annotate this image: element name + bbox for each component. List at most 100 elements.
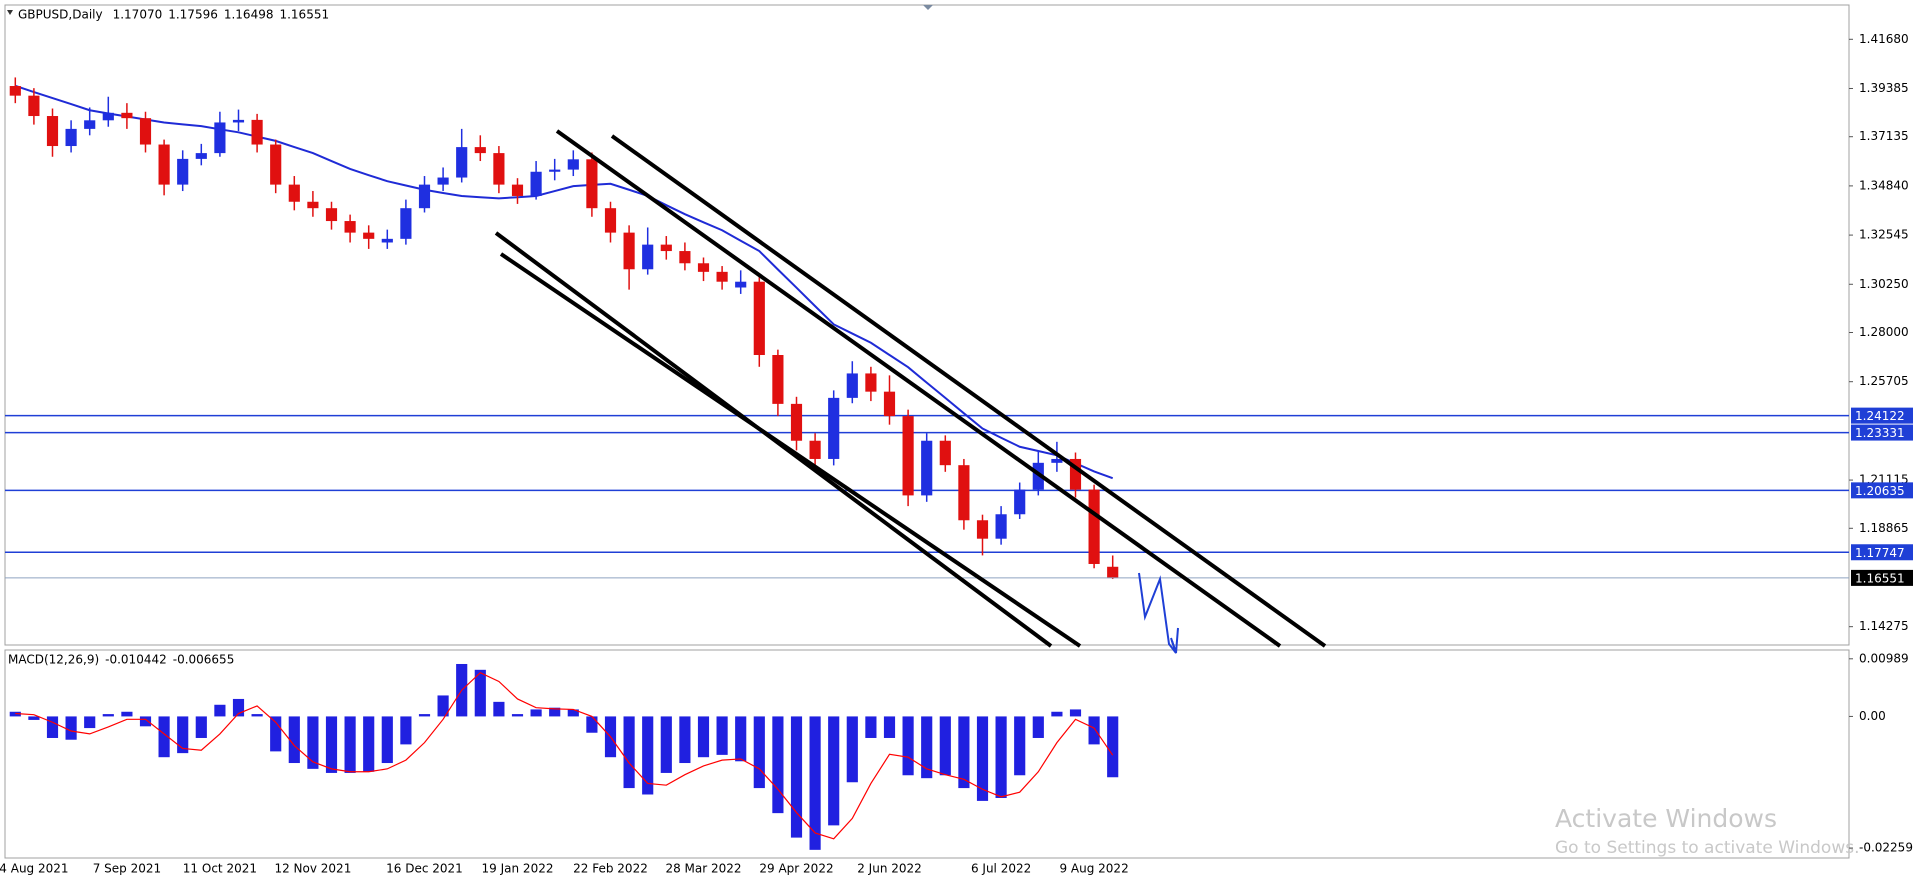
macd-bar [418, 714, 431, 717]
macd-bar [679, 716, 691, 764]
candle-body [511, 184, 524, 196]
candle-body [976, 520, 989, 539]
macd-bar [642, 716, 654, 795]
candle-body [84, 120, 96, 129]
candle-body [232, 119, 245, 123]
channel-line [555, 129, 1282, 648]
candle-body [846, 373, 858, 398]
macd-bar [28, 716, 40, 720]
menu-triangle[interactable] [7, 10, 13, 15]
date-label: 11 Oct 2021 [183, 862, 257, 876]
level-label: 1.24122 [1855, 409, 1905, 423]
macd-bar [1107, 716, 1119, 778]
candle-body [400, 208, 412, 239]
macd-bar [288, 716, 300, 764]
y-tick-label: 1.30250 [1859, 277, 1909, 291]
macd-bar [623, 716, 635, 789]
candle-body [883, 391, 896, 417]
candle-body [474, 147, 486, 154]
ohlc-value: 1.17070 [113, 8, 163, 22]
last-price-label: 1.16551 [1855, 571, 1905, 585]
macd-bar [511, 714, 524, 717]
candle-body [679, 251, 691, 264]
candle-body [65, 128, 77, 147]
date-label: 9 Aug 2022 [1059, 862, 1128, 876]
macd-pane-border [4, 649, 1850, 859]
macd-value: -0.010442 [105, 653, 167, 667]
candle-body [716, 271, 728, 282]
candle-body [418, 184, 431, 209]
macd-bar [121, 711, 133, 717]
candle-body [660, 244, 672, 252]
macd-bar [493, 701, 505, 717]
y-tick-label: 1.28000 [1859, 325, 1909, 339]
macd-bar [1014, 716, 1026, 776]
candle-body [121, 112, 133, 119]
date-label: 12 Nov 2021 [274, 862, 351, 876]
level-label-box [1851, 424, 1913, 441]
y-tick-label: 0.00 [1859, 709, 1886, 723]
macd-bar [1032, 716, 1044, 738]
macd-bar [437, 695, 449, 717]
macd-bar [102, 714, 114, 717]
candle-body [939, 440, 951, 466]
candle-body [195, 153, 207, 159]
channel-line [499, 252, 1082, 648]
macd-bar [177, 716, 189, 754]
candle-body [9, 86, 21, 96]
macd-bar [46, 716, 59, 738]
macd-bar [902, 716, 914, 776]
y-tick-label: -0.02259 [1859, 841, 1913, 855]
date-label: 4 Aug 2021 [0, 862, 69, 876]
macd-bar [716, 716, 728, 755]
macd-bar [381, 716, 393, 764]
shift-marker[interactable] [923, 5, 933, 10]
level-label: 1.17747 [1855, 546, 1905, 560]
candle-body [530, 171, 542, 196]
date-label: 19 Jan 2022 [482, 862, 554, 876]
candle-body [363, 232, 375, 239]
level-label-box [1851, 407, 1913, 424]
channel-line [610, 134, 1327, 648]
level-label: 1.23331 [1855, 426, 1905, 440]
candle-body [1051, 458, 1063, 463]
macd-bar [530, 709, 542, 717]
macd-bar [809, 716, 821, 850]
date-label: 7 Sep 2021 [93, 862, 161, 876]
candle-body [1069, 458, 1082, 490]
macd-bar [195, 716, 207, 738]
candle-body [549, 169, 561, 172]
candle-body [456, 147, 468, 178]
y-tick-label: 1.18865 [1859, 521, 1909, 535]
candle-body [493, 153, 505, 185]
macd-bar [307, 716, 319, 769]
level-label-box [1851, 544, 1913, 561]
candle-body [288, 184, 300, 202]
candle-body [28, 95, 40, 117]
candle-body [437, 177, 449, 185]
candle-body [46, 116, 59, 147]
macd-bar [939, 716, 951, 776]
macd-title: MACD(12,26,9) [8, 653, 99, 667]
date-label: 29 Apr 2022 [759, 862, 833, 876]
last-price-box [1851, 569, 1913, 586]
candle-body [270, 144, 282, 185]
date-label: 28 Mar 2022 [665, 862, 741, 876]
macd-bar [214, 704, 226, 717]
y-tick-label: 1.34840 [1859, 178, 1909, 192]
watermark-title: Activate Windows [1555, 804, 1777, 833]
y-tick-label: 1.37135 [1859, 129, 1909, 143]
date-label: 22 Feb 2022 [573, 862, 648, 876]
macd-bar [158, 716, 170, 758]
candle-body [307, 201, 319, 209]
macd-bar [1069, 709, 1082, 717]
watermark-subtitle: Go to Settings to activate Windows. [1555, 838, 1860, 858]
candle-body [586, 159, 598, 209]
drawn-arrow-head [1170, 627, 1179, 654]
macd-bar [735, 716, 747, 762]
macd-bar [474, 669, 486, 717]
candle-body [344, 221, 356, 233]
ohlc-value: 1.16498 [224, 8, 274, 22]
candle-body [381, 238, 393, 243]
candle-body [214, 122, 226, 154]
